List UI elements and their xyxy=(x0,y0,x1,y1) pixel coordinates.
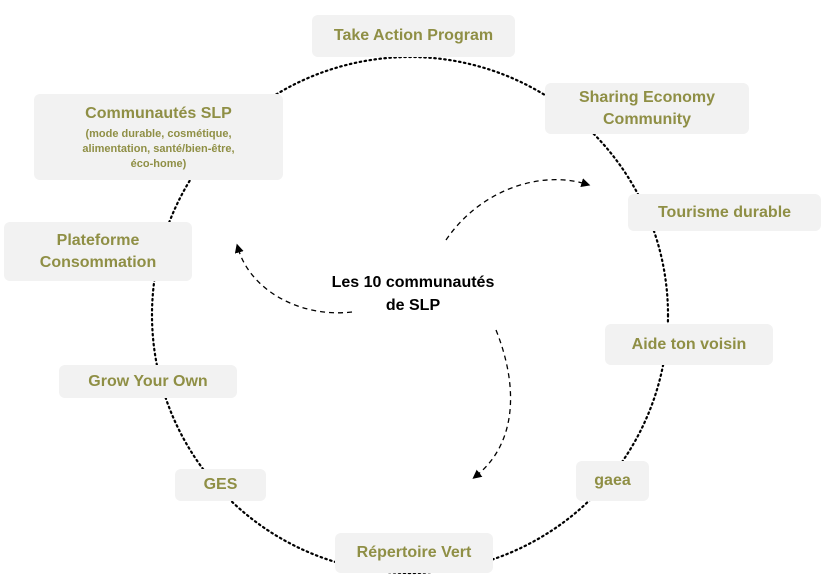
arrow-top-right xyxy=(445,178,591,241)
node-tourisme-durable[interactable]: Tourisme durable xyxy=(628,194,821,231)
arrow-bottom xyxy=(472,329,512,479)
node-grow-your-own-label: Grow Your Own xyxy=(88,372,208,390)
arrow-left xyxy=(234,243,353,314)
node-gaea-label: gaea xyxy=(594,472,631,489)
center-label: Les 10 communautés de SLP xyxy=(313,271,513,317)
node-repertoire-vert[interactable]: Répertoire Vert xyxy=(335,533,493,573)
node-sharing-economy-line1: Sharing Economy xyxy=(578,88,716,106)
node-grow-your-own[interactable]: Grow Your Own xyxy=(59,365,237,398)
center-label-line2: de SLP xyxy=(385,297,441,314)
node-aide-ton-voisin-label: Aide ton voisin xyxy=(631,335,747,353)
node-communautes-slp-sub: (mode durable, cosmétique, alimentation,… xyxy=(82,127,234,172)
node-sharing-economy-line2: Community xyxy=(603,110,691,128)
node-communautes-slp-sub-line1: (mode durable, cosmétique, xyxy=(85,127,232,140)
community-ring xyxy=(150,55,670,575)
node-tourisme-durable-label: Tourisme durable xyxy=(657,203,792,221)
node-communautes-slp-sub-line3: éco-home) xyxy=(130,157,187,170)
node-take-action-program[interactable]: Take Action Program xyxy=(312,15,515,57)
node-plateforme-line1: Plateforme xyxy=(56,231,140,249)
node-ges[interactable]: GES xyxy=(175,469,266,501)
node-communautes-slp[interactable]: Communautés SLP (mode durable, cosmétiqu… xyxy=(34,94,283,180)
node-repertoire-vert-label: Répertoire Vert xyxy=(356,544,472,561)
node-sharing-economy-community[interactable]: Sharing Economy Community xyxy=(545,83,749,134)
node-communautes-slp-title: Communautés SLP xyxy=(85,104,232,122)
node-aide-ton-voisin[interactable]: Aide ton voisin xyxy=(605,324,773,365)
node-plateforme-line2: Consommation xyxy=(39,253,157,271)
node-communautes-slp-sub-line2: alimentation, santé/bien-être, xyxy=(82,142,235,155)
node-take-action-program-label: Take Action Program xyxy=(333,27,494,44)
node-plateforme-consommation[interactable]: Plateforme Consommation xyxy=(4,222,192,281)
center-label-line1: Les 10 communautés xyxy=(331,274,495,291)
node-gaea[interactable]: gaea xyxy=(576,461,649,501)
node-ges-label: GES xyxy=(203,476,238,493)
